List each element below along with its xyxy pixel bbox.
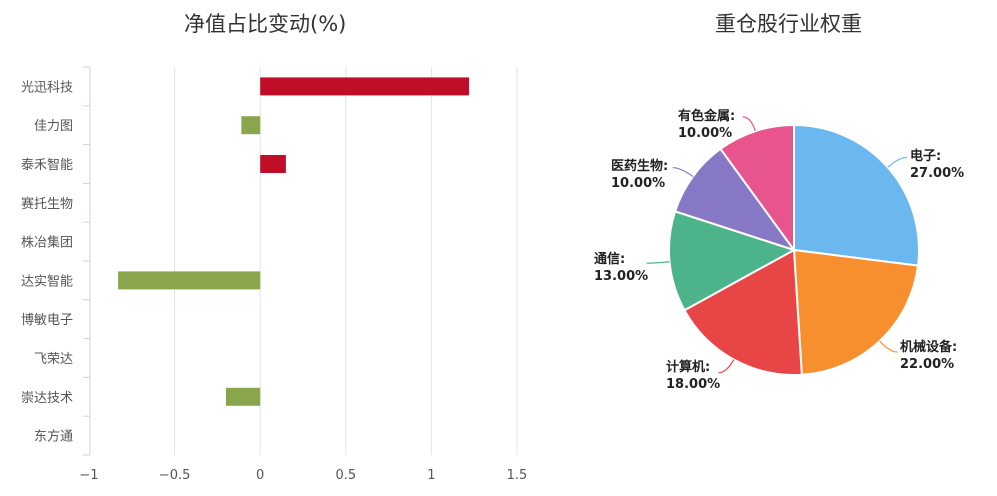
bar-chart-title: 净值占比变动(%) <box>184 12 347 36</box>
pie-label-value: 27.00% <box>910 166 964 181</box>
x-tick-label: 0.5 <box>335 468 356 483</box>
x-tick-label: 0 <box>256 468 264 483</box>
pie-label-value: 13.00% <box>594 269 648 284</box>
y-category-label: 株冶集团 <box>21 235 73 251</box>
pie-label-name: 有色金属: <box>678 108 735 124</box>
bar-chart: −1 −0.5 0 0.5 1 1.5 光迅科技佳力图泰禾智能赛托生物株冶集团达实智能博敏电… <box>21 66 528 483</box>
leader-line <box>672 167 694 178</box>
bar[interactable] <box>260 77 470 96</box>
y-category-label: 佳力图 <box>34 119 73 134</box>
bar[interactable] <box>225 387 261 406</box>
pie-label-name: 电子: <box>910 148 941 164</box>
x-tick-label: −1 <box>79 468 98 483</box>
pie-label-value: 18.00% <box>666 377 720 392</box>
y-category-label: 光迅科技 <box>21 80 73 95</box>
leader-line <box>879 340 898 353</box>
pie-chart-title: 重仓股行业权重 <box>715 12 862 36</box>
y-category-label: 泰禾智能 <box>21 158 73 173</box>
pie-slice[interactable] <box>668 210 797 312</box>
pie-label-value: 22.00% <box>900 357 954 372</box>
x-tick-label: −0.5 <box>159 468 191 483</box>
leader-line <box>646 261 670 264</box>
y-category-label: 达实智能 <box>21 274 73 289</box>
x-tick-label: 1.5 <box>507 468 528 483</box>
pie-slice[interactable] <box>792 248 920 376</box>
y-category-label: 博敏电子 <box>21 313 73 328</box>
leader-line <box>887 156 908 168</box>
leader-line <box>718 359 735 374</box>
pie-label-value: 10.00% <box>678 126 732 141</box>
bar[interactable] <box>260 155 286 173</box>
pie-label-name: 通信: <box>594 251 625 267</box>
x-tick-label: 1 <box>427 468 435 483</box>
y-category-label: 东方通 <box>34 429 73 445</box>
y-category-label: 飞荣达 <box>34 352 73 367</box>
pie-label-value: 10.00% <box>611 176 665 191</box>
pie-label-name: 机械设备: <box>900 339 957 355</box>
bar[interactable] <box>118 271 261 290</box>
y-category-label: 赛托生物 <box>21 196 73 212</box>
pie-label-name: 医药生物: <box>611 158 668 174</box>
y-category-label: 崇达技术 <box>21 391 73 406</box>
pie-label-name: 计算机: <box>666 359 710 375</box>
pie-slice[interactable] <box>793 123 920 267</box>
leader-line <box>742 116 756 132</box>
bar[interactable] <box>241 116 261 135</box>
